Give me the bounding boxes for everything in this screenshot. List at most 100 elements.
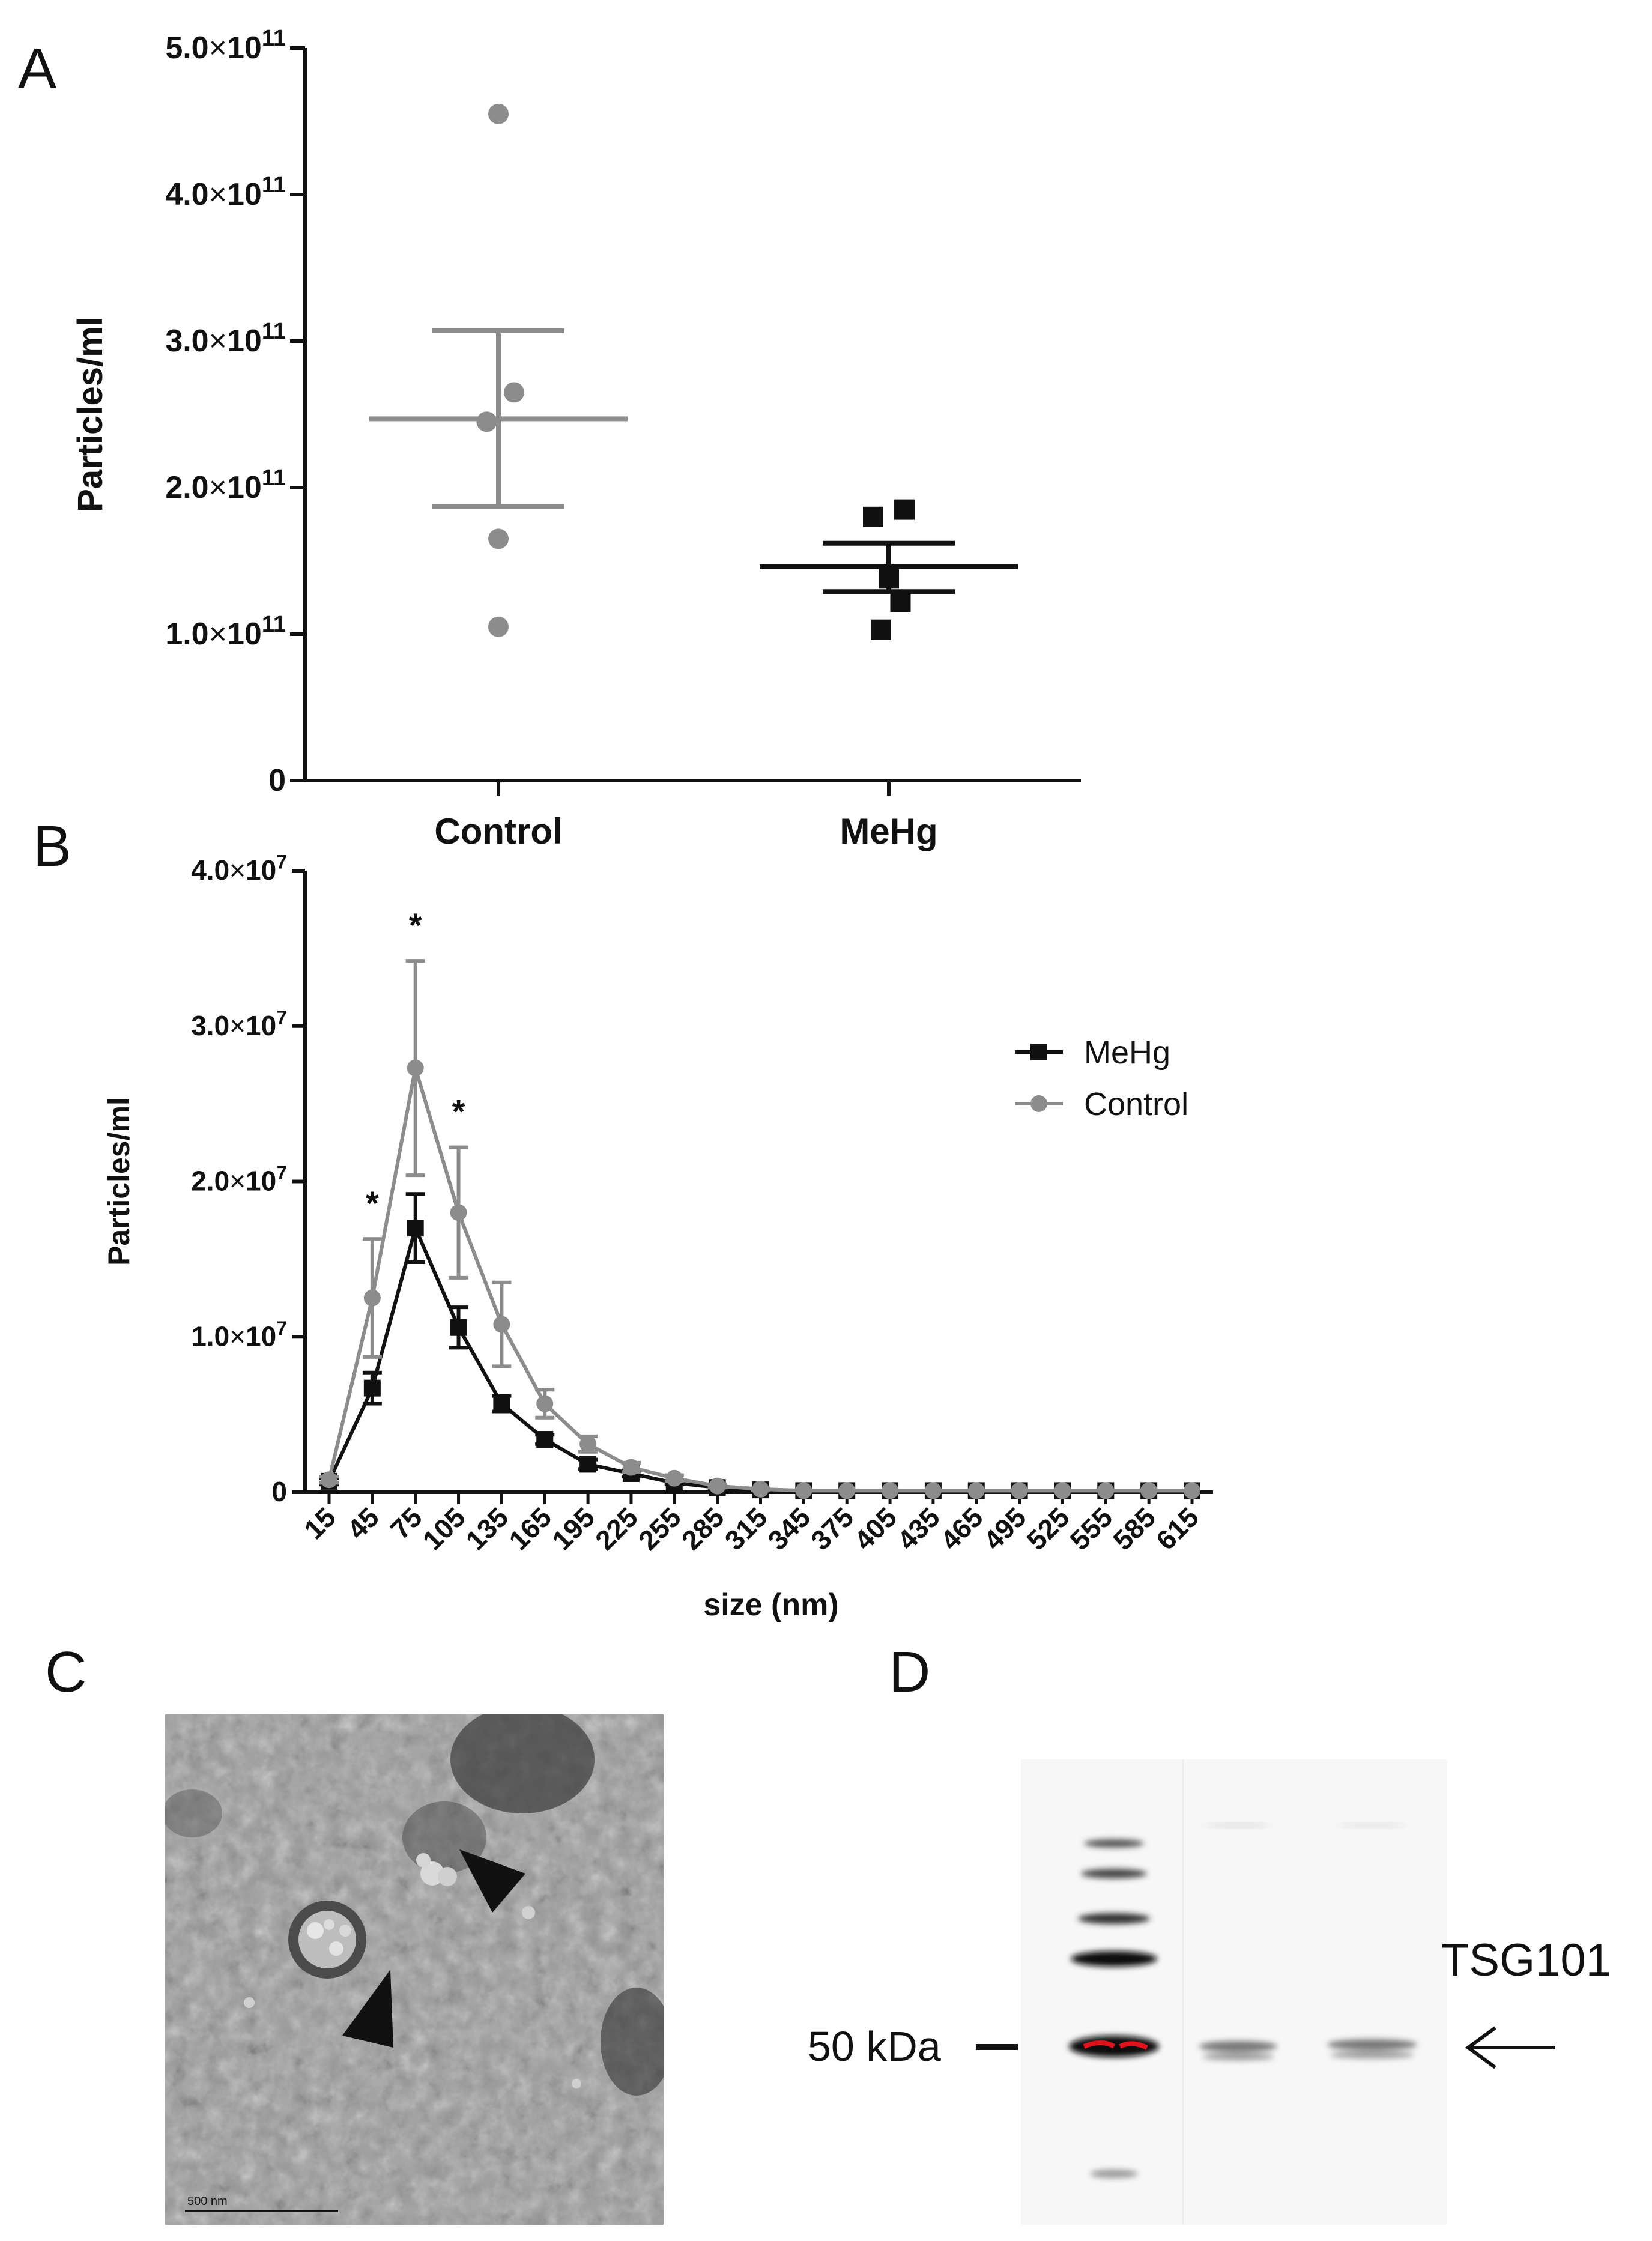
series-control xyxy=(319,959,1200,1499)
y-tick-label: 3.0×107 xyxy=(191,1006,287,1041)
x-tick-label: 405 xyxy=(848,1501,903,1556)
x-tick-label: 615 xyxy=(1150,1501,1205,1556)
data-point xyxy=(890,591,911,612)
data-point xyxy=(879,568,899,589)
y-tick-label: 3.0×1011 xyxy=(165,319,286,358)
legend-marker xyxy=(1030,1095,1047,1112)
y-tick-label-mantissa: 3.0 xyxy=(165,324,208,358)
y-tick-label-times: × xyxy=(229,854,246,886)
y-tick-label: 2.0×1011 xyxy=(165,465,286,505)
x-tick-label: 135 xyxy=(459,1501,514,1556)
y-tick-label-exp: 7 xyxy=(276,1162,287,1184)
y-tick-label-mantissa: 4.0 xyxy=(191,854,229,886)
legend: MeHg Control xyxy=(1015,1035,1188,1122)
legend-label: MeHg xyxy=(1084,1035,1170,1071)
blot-protein-label: TSG101 xyxy=(1441,1935,1611,1986)
x-tick-label: 105 xyxy=(417,1501,471,1556)
data-point xyxy=(504,382,524,403)
y-tick-label: 0 xyxy=(271,1476,287,1507)
y-tick-label: 4.0×1011 xyxy=(165,172,286,212)
y-tick-label-mantissa: 2.0 xyxy=(165,470,208,505)
panel-label-b: B xyxy=(33,814,72,879)
data-point xyxy=(709,1477,726,1495)
legend-marker xyxy=(1030,1044,1047,1060)
y-tick-label-mantissa: 5.0 xyxy=(165,31,208,65)
y-tick-label-exp: 7 xyxy=(276,851,287,873)
data-point xyxy=(1011,1482,1028,1499)
x-tick-label: 15 xyxy=(298,1501,342,1545)
y-tick-label-base: 10 xyxy=(246,1010,276,1041)
y-tick-label-base: 10 xyxy=(227,617,262,652)
y-tick-label-times: × xyxy=(209,470,227,505)
panel-label-c: C xyxy=(45,1640,87,1704)
x-tick-label: 255 xyxy=(632,1501,687,1556)
y-tick-label-exp: 7 xyxy=(276,1006,287,1028)
x-tick-label: 45 xyxy=(341,1501,385,1545)
panel-label-a: A xyxy=(18,37,57,101)
y-tick-label-text: 0 xyxy=(271,1476,287,1507)
data-point xyxy=(1184,1482,1200,1499)
data-point xyxy=(1097,1482,1115,1499)
y-tick-label-times: × xyxy=(209,31,227,65)
y-tick-label: 1.0×107 xyxy=(191,1317,287,1352)
data-point xyxy=(863,506,883,527)
data-point xyxy=(536,1431,554,1448)
y-tick-label: 2.0×107 xyxy=(191,1162,287,1196)
data-point xyxy=(838,1482,856,1499)
legend-label: Control xyxy=(1084,1086,1188,1122)
data-point xyxy=(795,1482,812,1499)
x-tick-label: 345 xyxy=(761,1501,816,1556)
y-tick-label-exp: 11 xyxy=(262,465,286,491)
panel-b-line-chart: 01.0×1072.0×1073.0×1074.0×10715457510513… xyxy=(102,851,1213,1623)
x-tick-label: MeHg xyxy=(840,811,937,851)
data-point xyxy=(407,1059,424,1077)
x-tick-label: 315 xyxy=(719,1501,773,1556)
y-tick-label-base: 10 xyxy=(227,324,262,358)
y-tick-label-exp: 7 xyxy=(276,1317,287,1339)
x-tick-label: 525 xyxy=(1020,1501,1075,1556)
data-point xyxy=(488,528,509,549)
x-tick-label: 495 xyxy=(978,1501,1032,1556)
data-point xyxy=(967,1482,985,1499)
data-point xyxy=(871,619,891,640)
blot-marker-label: 50 kDa xyxy=(808,2023,941,2070)
y-tick-label-times: × xyxy=(229,1010,246,1041)
significance-marker: * xyxy=(452,1093,465,1131)
data-point xyxy=(894,499,915,520)
panel-label-d: D xyxy=(889,1640,931,1704)
data-point xyxy=(622,1459,640,1476)
x-tick-label: 465 xyxy=(934,1501,989,1556)
y-tick-label-exp: 11 xyxy=(262,26,286,51)
y-tick-label-base: 10 xyxy=(246,1166,276,1197)
y-tick-label-base: 10 xyxy=(227,177,262,212)
y-tick-label: 5.0×1011 xyxy=(165,26,286,65)
y-tick-label-times: × xyxy=(209,324,227,358)
y-tick-label-exp: 11 xyxy=(262,319,286,344)
data-point xyxy=(450,1204,467,1221)
data-point xyxy=(579,1435,597,1453)
data-point xyxy=(536,1395,554,1412)
y-tick-label-times: × xyxy=(209,617,227,652)
data-point xyxy=(363,1379,381,1397)
x-tick-label: 225 xyxy=(589,1501,644,1556)
x-tick-label: 195 xyxy=(546,1501,601,1556)
significance-marker: * xyxy=(366,1184,379,1222)
data-point xyxy=(363,1289,381,1307)
y-tick-label-mantissa: 1.0 xyxy=(165,617,208,652)
data-point xyxy=(752,1480,769,1498)
y-tick-label: 1.0×1011 xyxy=(165,612,286,652)
data-point xyxy=(493,1316,510,1333)
x-tick-label: 285 xyxy=(676,1501,730,1556)
y-tick-label-base: 10 xyxy=(246,1320,276,1352)
x-tick-label: 555 xyxy=(1064,1501,1118,1556)
data-point xyxy=(488,616,509,637)
y-axis-title: Particles/ml xyxy=(71,316,110,512)
y-tick-label-mantissa: 1.0 xyxy=(191,1320,229,1352)
y-tick-label-times: × xyxy=(229,1166,246,1197)
y-tick-label-text: 0 xyxy=(268,763,286,798)
data-point xyxy=(1140,1482,1158,1499)
y-tick-label-base: 10 xyxy=(227,470,262,505)
data-point xyxy=(665,1469,683,1487)
y-tick-label-base: 10 xyxy=(227,31,262,65)
y-axis-title: Particles/ml xyxy=(102,1097,136,1266)
